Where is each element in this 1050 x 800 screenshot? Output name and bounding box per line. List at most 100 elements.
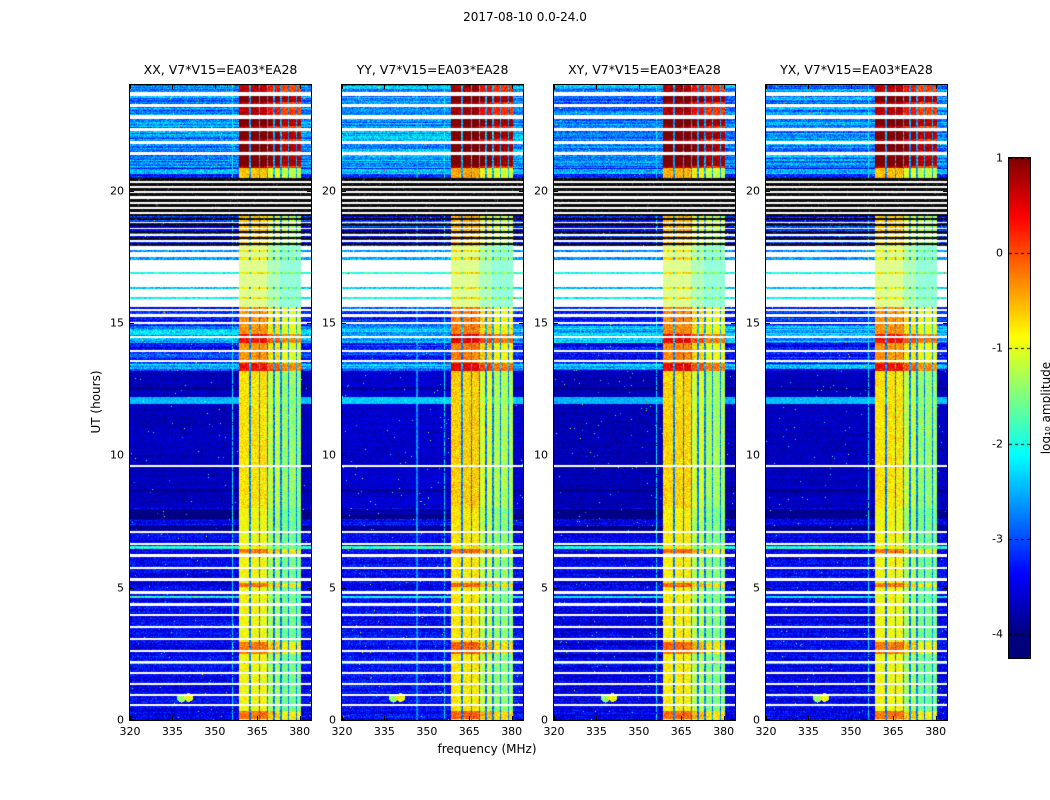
panel-xx: XX, V7*V15=EA03*EA28 320 335 350 365 380 0 5 10… xyxy=(110,62,312,738)
y-tick-label: 5 xyxy=(117,581,124,595)
tick-mark xyxy=(307,587,311,589)
panel-title: XY, V7*V15=EA03*EA28 xyxy=(568,62,721,77)
x-tick-label: 380 xyxy=(713,725,735,738)
x-axis-label: frequency (MHz) xyxy=(437,742,537,756)
tick-mark xyxy=(519,455,523,457)
tick-mark xyxy=(766,716,767,720)
tick-mark xyxy=(808,716,810,720)
tick-mark xyxy=(299,85,301,89)
x-tick-label: 320 xyxy=(755,725,777,738)
tick-mark xyxy=(681,85,683,89)
tick-mark xyxy=(935,85,937,89)
tick-mark xyxy=(342,323,346,325)
tick-mark xyxy=(307,323,311,325)
x-tick-label: 365 xyxy=(246,725,268,738)
y-tick-label: 20 xyxy=(534,184,548,198)
x-tick-label: 335 xyxy=(797,725,819,738)
tick-mark xyxy=(554,587,558,589)
y-tick-label: 5 xyxy=(329,581,336,595)
tick-mark xyxy=(299,716,301,720)
tick-mark xyxy=(130,455,134,457)
colorbar: log₁₀ amplitude 1 0 -1 -2 -3 -4 xyxy=(992,152,1050,659)
tick-mark xyxy=(519,323,523,325)
x-tick-label: 365 xyxy=(458,725,480,738)
tick-mark xyxy=(731,587,735,589)
tick-mark xyxy=(554,719,558,720)
tick-mark xyxy=(342,716,343,720)
tick-mark xyxy=(130,716,131,720)
tick-mark xyxy=(943,719,947,720)
tick-mark xyxy=(172,85,174,89)
tick-mark xyxy=(554,455,558,457)
tick-mark xyxy=(426,85,428,89)
tick-mark xyxy=(384,85,386,89)
tick-mark xyxy=(943,587,947,589)
tick-mark xyxy=(893,85,895,89)
spectrogram-xx xyxy=(129,84,312,721)
colorbar-tick-label: 0 xyxy=(996,246,1003,260)
panel-title: YX, V7*V15=EA03*EA28 xyxy=(780,62,933,77)
tick-mark xyxy=(307,719,311,720)
tick-mark xyxy=(554,190,558,192)
spectrogram-yx xyxy=(765,84,948,721)
y-tick-label: 20 xyxy=(746,184,760,198)
colorbar-tick-label: -2 xyxy=(992,437,1003,451)
tick-mark xyxy=(342,719,346,720)
tick-mark xyxy=(384,716,386,720)
panel-yx: YX, V7*V15=EA03*EA28 320 335 350 365 380 0 5 10… xyxy=(746,62,948,738)
tick-mark xyxy=(766,323,770,325)
tick-mark xyxy=(342,455,346,457)
x-tick-label: 350 xyxy=(416,725,438,738)
tick-mark xyxy=(469,85,471,89)
y-tick-label: 0 xyxy=(753,713,760,727)
tick-mark xyxy=(519,587,523,589)
tick-mark xyxy=(511,716,513,720)
tick-mark xyxy=(342,85,343,89)
y-tick-label: 10 xyxy=(746,448,760,462)
tick-mark xyxy=(681,716,683,720)
tick-mark xyxy=(130,85,131,89)
tick-mark xyxy=(342,190,346,192)
tick-mark xyxy=(554,85,555,89)
y-tick-label: 20 xyxy=(322,184,336,198)
tick-mark xyxy=(893,716,895,720)
tick-mark xyxy=(257,85,259,89)
tick-mark xyxy=(766,85,767,89)
y-tick-label: 15 xyxy=(110,316,124,330)
tick-mark xyxy=(257,716,259,720)
spectrogram-yy xyxy=(341,84,524,721)
x-tick-label: 365 xyxy=(670,725,692,738)
tick-mark xyxy=(943,455,947,457)
tick-mark xyxy=(511,85,513,89)
y-tick-label: 15 xyxy=(746,316,760,330)
y-tick-label: 10 xyxy=(534,448,548,462)
y-axis-label: UT (hours) xyxy=(89,370,103,434)
x-tick-label: 350 xyxy=(628,725,650,738)
tick-mark xyxy=(850,716,852,720)
tick-mark xyxy=(943,323,947,325)
x-tick-label: 335 xyxy=(585,725,607,738)
tick-mark xyxy=(723,716,725,720)
tick-mark xyxy=(723,85,725,89)
tick-mark xyxy=(342,587,346,589)
colorbar-gradient xyxy=(1008,157,1031,659)
tick-mark xyxy=(935,716,937,720)
x-tick-label: 335 xyxy=(161,725,183,738)
tick-mark xyxy=(519,719,523,720)
x-tick-label: 320 xyxy=(331,725,353,738)
tick-mark xyxy=(731,719,735,720)
figure-title: 2017-08-10 0.0-24.0 xyxy=(463,10,587,24)
tick-mark xyxy=(130,719,134,720)
x-tick-label: 380 xyxy=(289,725,311,738)
tick-mark xyxy=(943,190,947,192)
panel-title: XX, V7*V15=EA03*EA28 xyxy=(143,62,298,77)
colorbar-tick-label: -1 xyxy=(992,341,1003,355)
tick-mark xyxy=(554,716,555,720)
y-tick-label: 0 xyxy=(541,713,548,727)
x-tick-label: 350 xyxy=(204,725,226,738)
colorbar-tick-label: -4 xyxy=(992,627,1003,641)
y-tick-label: 0 xyxy=(329,713,336,727)
panel-yy: YY, V7*V15=EA03*EA28 320 335 350 365 380 0 5 10… xyxy=(322,62,524,738)
tick-mark xyxy=(469,716,471,720)
